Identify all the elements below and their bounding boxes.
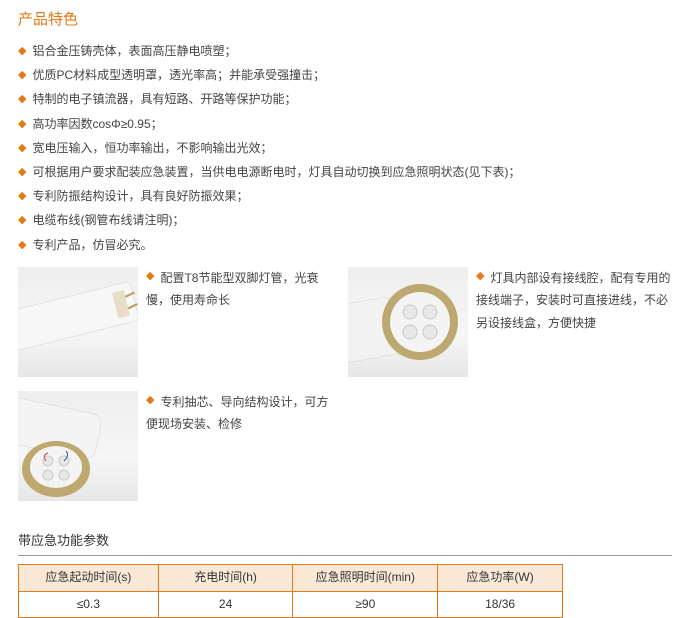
diamond-icon: ◆ [476, 267, 484, 286]
feature-text: 宽电压输入，恒功率输出，不影响输出光效； [32, 139, 272, 158]
image-block-1: ◆配置T8节能型双脚灯管，光衰慢，使用寿命长 [18, 267, 338, 377]
feature-text: 专利产品，仿冒必究。 [32, 236, 152, 255]
feature-item: ◆ 铝合金压铸壳体，表面高压静电喷塑； [18, 42, 672, 61]
section-title: 产品特色 [18, 8, 672, 32]
table-row: ≤0.3 24 ≥90 18/36 [19, 591, 563, 617]
table-cell: ≤0.3 [19, 591, 159, 617]
table-header: 充电时间(h) [158, 565, 293, 591]
image-block-2: ◆灯具内部设有接线腔，配有专用的接线端子，安装时可直接进线，不必另设接线盒，方便… [348, 267, 672, 377]
diamond-icon: ◆ [18, 187, 26, 206]
feature-item: ◆ 高功率因数cosΦ≥0.95； [18, 115, 672, 134]
feature-item: ◆ 电缆布线(钢管布线请注明)； [18, 211, 672, 230]
desc-text: 专利抽芯、导向结构设计，可方便现场安装、检修 [146, 395, 328, 432]
image-desc-3: ◆专利抽芯、导向结构设计，可方便现场安装、检修 [146, 391, 338, 437]
diamond-icon: ◆ [18, 42, 26, 61]
image-desc-2: ◆灯具内部设有接线腔，配有专用的接线端子，安装时可直接进线，不必另设接线盒，方便… [476, 267, 672, 335]
product-image-core [18, 391, 138, 501]
feature-item: ◆ 可根据用户要求配装应急装置，当供电电源断电时，灯具自动切换到应急照明状态(见下… [18, 163, 672, 182]
params-title: 带应急功能参数 [18, 531, 672, 557]
diamond-icon: ◆ [146, 391, 154, 410]
images-row-1: ◆配置T8节能型双脚灯管，光衰慢，使用寿命长 ◆灯具内部设有接线腔，配有专用的接… [18, 267, 672, 377]
table-cell: 18/36 [438, 591, 563, 617]
table-cell: 24 [158, 591, 293, 617]
feature-text: 特制的电子镇流器，具有短路、开路等保护功能； [32, 90, 296, 109]
params-table: 应急起动时间(s) 充电时间(h) 应急照明时间(min) 应急功率(W) ≤0… [18, 564, 563, 617]
diamond-icon: ◆ [146, 267, 154, 286]
feature-item: ◆ 专利产品，仿冒必究。 [18, 236, 672, 255]
feature-item: ◆ 专利防振结构设计，具有良好防振效果； [18, 187, 672, 206]
table-header-row: 应急起动时间(s) 充电时间(h) 应急照明时间(min) 应急功率(W) [19, 565, 563, 591]
feature-text: 专利防振结构设计，具有良好防振效果； [32, 187, 248, 206]
product-image-tube [18, 267, 138, 377]
feature-text: 可根据用户要求配装应急装置，当供电电源断电时，灯具自动切换到应急照明状态(见下表… [32, 163, 520, 182]
feature-text: 优质PC材料成型透明罩，透光率高；并能承受强撞击； [32, 66, 325, 85]
diamond-icon: ◆ [18, 66, 26, 85]
table-header: 应急功率(W) [438, 565, 563, 591]
diamond-icon: ◆ [18, 211, 26, 230]
product-image-cap [348, 267, 468, 377]
diamond-icon: ◆ [18, 115, 26, 134]
table-header: 应急起动时间(s) [19, 565, 159, 591]
feature-item: ◆ 特制的电子镇流器，具有短路、开路等保护功能； [18, 90, 672, 109]
diamond-icon: ◆ [18, 139, 26, 158]
feature-text: 高功率因数cosΦ≥0.95； [32, 115, 162, 134]
feature-text: 铝合金压铸壳体，表面高压静电喷塑； [32, 42, 236, 61]
image-desc-1: ◆配置T8节能型双脚灯管，光衰慢，使用寿命长 [146, 267, 338, 313]
image-block-3: ◆专利抽芯、导向结构设计，可方便现场安装、检修 [18, 391, 338, 501]
table-header: 应急照明时间(min) [293, 565, 438, 591]
desc-text: 配置T8节能型双脚灯管，光衰慢，使用寿命长 [146, 271, 318, 308]
desc-text: 灯具内部设有接线腔，配有专用的接线端子，安装时可直接进线，不必另设接线盒，方便快… [476, 271, 670, 331]
feature-list: ◆ 铝合金压铸壳体，表面高压静电喷塑； ◆ 优质PC材料成型透明罩，透光率高；并能承… [18, 42, 672, 255]
diamond-icon: ◆ [18, 163, 26, 182]
feature-item: ◆ 宽电压输入，恒功率输出，不影响输出光效； [18, 139, 672, 158]
table-cell: ≥90 [293, 591, 438, 617]
feature-text: 电缆布线(钢管布线请注明)； [32, 211, 184, 230]
feature-item: ◆ 优质PC材料成型透明罩，透光率高；并能承受强撞击； [18, 66, 672, 85]
diamond-icon: ◆ [18, 90, 26, 109]
images-row-2: ◆专利抽芯、导向结构设计，可方便现场安装、检修 [18, 391, 672, 501]
diamond-icon: ◆ [18, 236, 26, 255]
